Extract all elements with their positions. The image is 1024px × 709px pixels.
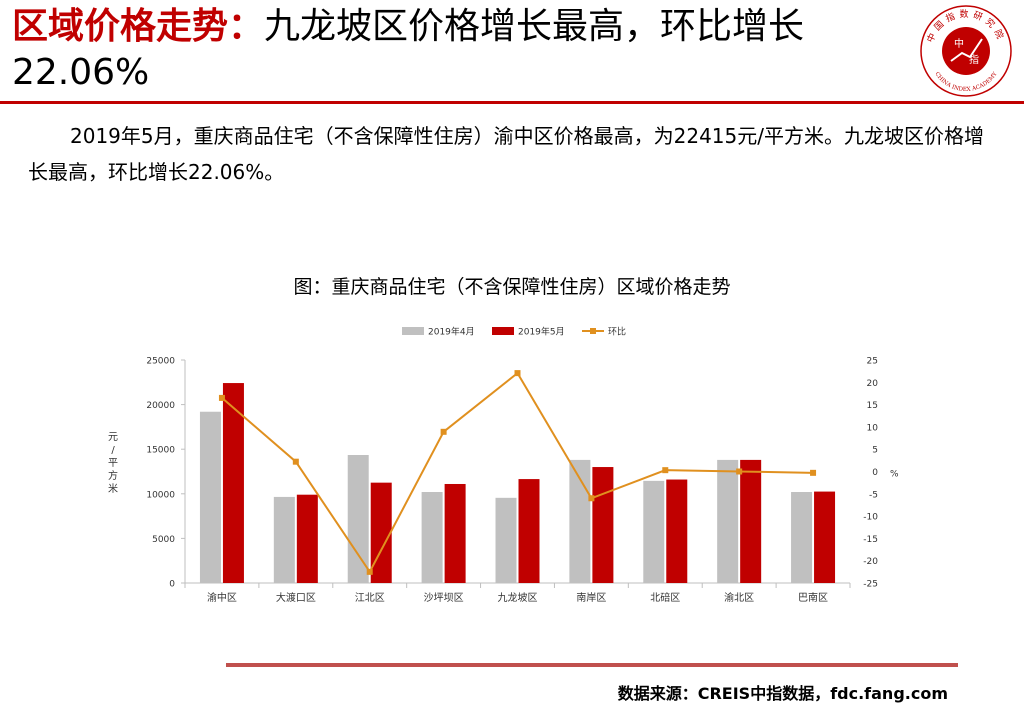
y2-tick-label: 5 (872, 446, 878, 456)
y-tick-label: 25000 (146, 357, 175, 367)
x-tick-label: 大渡口区 (276, 591, 316, 604)
x-tick-label: 江北区 (355, 592, 385, 604)
bar-2019-04 (717, 459, 739, 583)
header-rule (0, 101, 1024, 104)
footer-rule (226, 663, 958, 667)
bar-2019-04 (273, 496, 295, 583)
data-source: 数据来源：CREIS中指数据，fdc.fang.com (617, 684, 948, 703)
bar-2019-05 (518, 479, 540, 583)
y2-tick-label: 25 (867, 357, 878, 367)
bar-2019-05 (592, 467, 614, 583)
y2-axis-label: % (890, 470, 899, 480)
y-axis-label-char: 平 (108, 458, 118, 469)
summary-paragraph: 2019年5月，重庆商品住宅（不含保障性住房）渝中区价格最高，为22415元/平… (28, 124, 984, 184)
y2-tick-label: 20 (867, 379, 879, 389)
x-tick-label: 渝中区 (207, 591, 237, 604)
legend-label: 2019年5月 (518, 326, 565, 338)
x-tick-label: 北碚区 (650, 591, 680, 604)
mom-point (588, 495, 595, 502)
y-axis-label-char: 元 (108, 432, 118, 443)
bar-2019-04 (643, 480, 665, 583)
bar-2019-05 (222, 383, 244, 583)
y-tick-label: 0 (169, 580, 175, 590)
slide-title: 区域价格走势：九龙坡区价格增长最高，环比增长22.06% (12, 4, 912, 96)
bar-2019-04 (569, 459, 591, 583)
legend-label: 2019年4月 (428, 326, 475, 338)
y-axis-label-char: / (111, 445, 115, 456)
y-tick-label: 15000 (146, 446, 175, 456)
y2-tick-label: -20 (863, 557, 878, 567)
y2-tick-label: -15 (863, 535, 878, 545)
bar-2019-05 (370, 482, 392, 583)
mom-point (736, 468, 743, 475)
legend-label: 环比 (608, 326, 626, 338)
bar-2019-05 (444, 483, 466, 583)
bar-2019-04 (421, 492, 443, 583)
x-tick-label: 九龙坡区 (498, 591, 538, 604)
mom-point (292, 458, 299, 465)
bar-2019-04 (495, 497, 517, 583)
china-index-academy-logo: 中国指数研究院 CHINA INDEX ACADEMY 中 指 (920, 5, 1012, 97)
mom-point (662, 467, 669, 474)
y2-tick-label: 10 (867, 423, 879, 433)
y2-tick-label: -25 (863, 580, 878, 590)
bar-2019-05 (814, 491, 836, 583)
y-axis-label-char: 米 (108, 482, 118, 495)
logo-center-bottom: 指 (969, 53, 979, 66)
mom-point (440, 428, 447, 435)
price-trend-chart: 0 5000 10000 15000 20000 25000 -25 -20 -15 -10 -5 0… (108, 326, 899, 605)
y-tick-label: 5000 (152, 535, 175, 545)
y-tick-label: 10000 (146, 490, 175, 500)
y2-tick-label: -10 (863, 513, 878, 523)
mom-point (366, 568, 373, 575)
y-tick-label: 20000 (146, 401, 175, 411)
mom-point (810, 469, 817, 476)
y2-tick-label: 0 (872, 468, 878, 478)
logo-center-top: 中 (954, 37, 964, 50)
bar-2019-04 (347, 454, 369, 583)
bar-2019-05 (666, 479, 688, 583)
y2-tick-label: 15 (867, 401, 878, 411)
x-tick-label: 南岸区 (576, 591, 606, 604)
x-tick-label: 巴南区 (798, 591, 828, 604)
legend-marker (590, 328, 596, 334)
bar-2019-04 (199, 411, 221, 583)
title-rest: 九龙坡区价格增长最高，环比增长22.06% (12, 6, 805, 93)
y-axis-label-char: 方 (108, 469, 118, 482)
bar-2019-05 (296, 494, 318, 583)
x-tick-label: 渝北区 (724, 591, 754, 604)
legend-swatch (492, 327, 514, 335)
mom-point (514, 370, 521, 377)
y2-tick-label: -5 (869, 490, 878, 500)
bar-2019-05 (740, 459, 762, 583)
x-tick-label: 沙坪坝区 (424, 591, 464, 604)
bar-2019-04 (791, 492, 813, 583)
mom-point (218, 394, 225, 401)
title-highlight: 区域价格走势： (12, 6, 265, 47)
legend-swatch (402, 327, 424, 335)
chart-title: 图：重庆商品住宅（不含保障性住房）区域价格走势 (293, 276, 731, 298)
